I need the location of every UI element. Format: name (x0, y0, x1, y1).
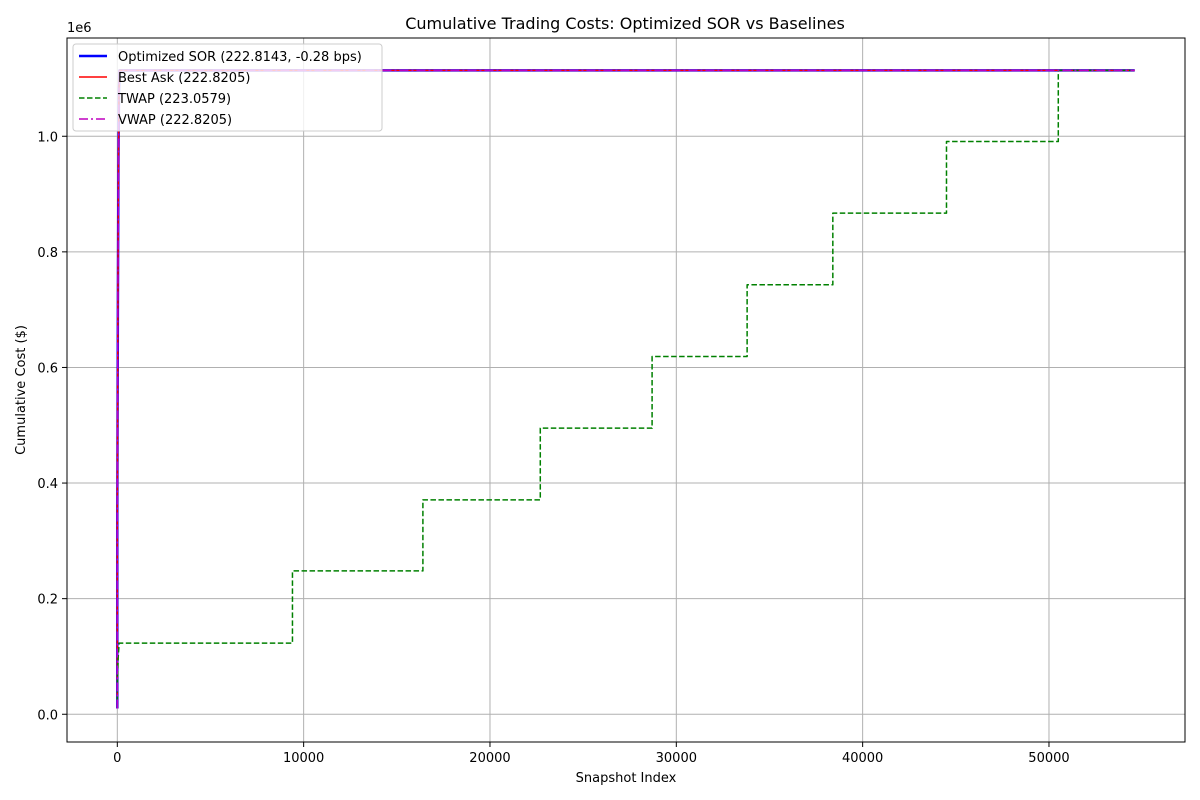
y-tick-label: 0.6 (37, 361, 58, 376)
legend-label-twap: TWAP (223.0579) (117, 92, 231, 107)
legend-box (72, 43, 383, 132)
y-tick-label: 0.2 (37, 593, 58, 608)
x-axis-title: Snapshot Index (576, 771, 677, 786)
legend-label-best-ask: Best Ask (222.8205) (118, 71, 250, 86)
x-axis: 0 10000 20000 30000 40000 50000 (113, 742, 1070, 766)
x-tick-label: 10000 (283, 751, 324, 766)
y-tick-label: 0.8 (37, 246, 58, 261)
legend-label-vwap: VWAP (222.8205) (118, 113, 232, 128)
y-axis-title: Cumulative Cost ($) (14, 325, 29, 455)
x-tick-label: 30000 (656, 751, 697, 766)
y-tick-label: 1.0 (37, 130, 58, 145)
y-tick-label: 0.0 (37, 708, 58, 723)
y-axis: 0.0 0.2 0.4 0.6 0.8 1.0 (37, 130, 67, 723)
y-offset-label: 1e6 (67, 21, 92, 36)
legend: Optimized SOR (222.8143, -0.28 bps) Best… (72, 43, 383, 132)
series-line-twap (116, 69, 1135, 709)
x-tick-label: 50000 (1028, 751, 1069, 766)
plot-frame (66, 37, 1186, 743)
x-tick-label: 0 (113, 751, 121, 766)
legend-label-optimized-sor: Optimized SOR (222.8143, -0.28 bps) (118, 50, 362, 65)
grid (67, 38, 1185, 742)
x-tick-label: 20000 (469, 751, 510, 766)
x-tick-label: 40000 (842, 751, 883, 766)
y-tick-label: 0.4 (37, 477, 58, 492)
chart-title: Cumulative Trading Costs: Optimized SOR … (405, 14, 845, 33)
